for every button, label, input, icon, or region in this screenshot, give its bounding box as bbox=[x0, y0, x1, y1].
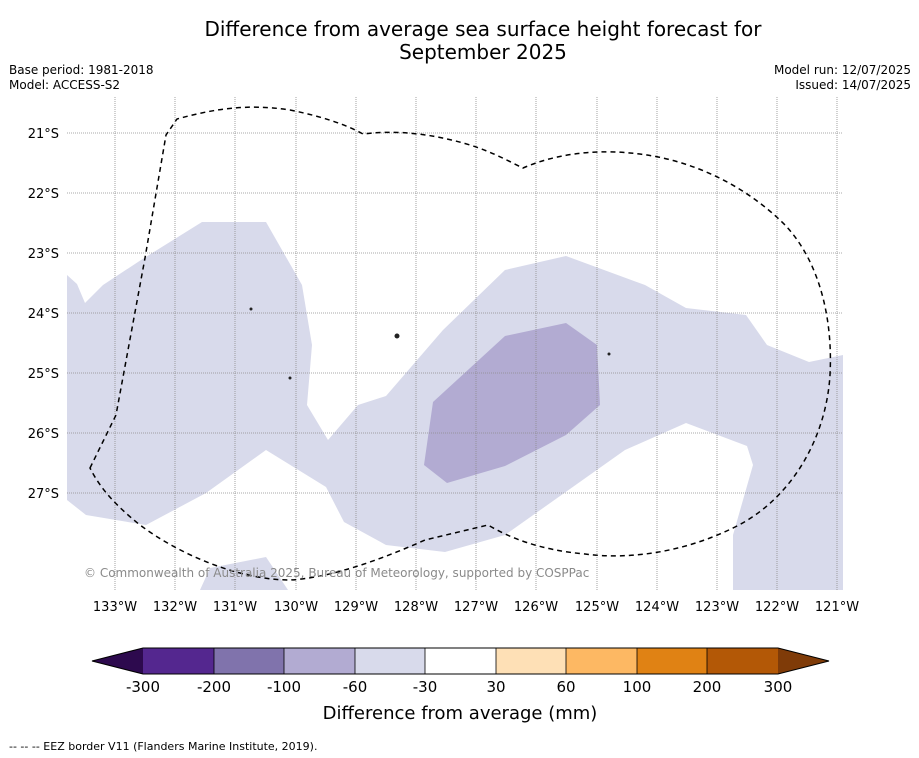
colorbar-outline bbox=[91, 647, 830, 675]
colorbar-extend-min bbox=[92, 648, 143, 674]
lat-label: 25°S bbox=[28, 367, 59, 382]
map-panel bbox=[67, 97, 843, 590]
lon-label: 131°W bbox=[213, 600, 257, 615]
meta-left: Base period: 1981-2018 Model: ACCESS-S2 bbox=[9, 63, 154, 93]
title-line-1: Difference from average sea surface heig… bbox=[204, 17, 762, 41]
colorbar-tick-label: 300 bbox=[764, 678, 793, 696]
lat-labels: 21°S 22°S 23°S 24°S 25°S 26°S 27°S bbox=[28, 127, 59, 502]
lon-labels: 133°W 132°W 131°W 130°W 129°W 128°W 127°… bbox=[93, 600, 859, 615]
model-name: Model: ACCESS-S2 bbox=[9, 78, 121, 92]
colorbar-tick-label: 200 bbox=[693, 678, 722, 696]
meta-right: Model run: 12/07/2025 Issued: 14/07/2025 bbox=[774, 63, 911, 93]
map-title: Difference from average sea surface heig… bbox=[0, 18, 919, 64]
colorbar-tick-label: -60 bbox=[343, 678, 368, 696]
lon-label: 123°W bbox=[695, 600, 739, 615]
colorbar-bin bbox=[284, 648, 355, 674]
colorbar-bin bbox=[637, 648, 707, 674]
colorbar-bin bbox=[566, 648, 637, 674]
colorbar-tick-label: -200 bbox=[197, 678, 231, 696]
lon-label: 130°W bbox=[274, 600, 318, 615]
island-markers bbox=[249, 307, 611, 380]
colorbar-dividers bbox=[213, 648, 708, 674]
title-line-2: September 2025 bbox=[399, 40, 567, 64]
colorbar-bin bbox=[143, 648, 214, 674]
colorbar-tick-label: 100 bbox=[623, 678, 652, 696]
lon-label: 133°W bbox=[93, 600, 137, 615]
colorbar-bin bbox=[707, 648, 778, 674]
lat-label: 22°S bbox=[28, 187, 59, 202]
lat-label: 26°S bbox=[28, 427, 59, 442]
copyright-text: © Commonwealth of Australia 2025, Bureau… bbox=[84, 566, 589, 580]
colorbar-bin bbox=[355, 648, 425, 674]
colorbar-bin bbox=[214, 648, 284, 674]
eez-footnote: -- -- -- EEZ border V11 (Flanders Marine… bbox=[9, 740, 318, 753]
colorbar-title: Difference from average (mm) bbox=[323, 703, 598, 724]
model-run: Model run: 12/07/2025 bbox=[773, 63, 911, 77]
lon-label: 121°W bbox=[815, 600, 859, 615]
lon-gridlines bbox=[114, 97, 838, 590]
colorbar-bin bbox=[425, 648, 496, 674]
lon-label: 124°W bbox=[635, 600, 679, 615]
colorbar-tick-label: -300 bbox=[126, 678, 160, 696]
lon-label: 129°W bbox=[334, 600, 378, 615]
colorbar-extend-max bbox=[778, 648, 829, 674]
colorbar-tick-label: -100 bbox=[267, 678, 301, 696]
lon-label: 132°W bbox=[153, 600, 197, 615]
lat-gridlines bbox=[67, 132, 843, 494]
colorbar-tick-label: -30 bbox=[413, 678, 438, 696]
lon-label: 122°W bbox=[755, 600, 799, 615]
lon-label: 128°W bbox=[394, 600, 438, 615]
colorbar: -300 -200 -100 -60 -30 30 60 100 200 300… bbox=[91, 647, 830, 724]
lat-label: 21°S bbox=[28, 127, 59, 142]
anomaly-region-medium bbox=[424, 323, 600, 483]
colorbar-bin bbox=[496, 648, 566, 674]
lon-label: 125°W bbox=[575, 600, 619, 615]
issued-date: Issued: 14/07/2025 bbox=[795, 78, 911, 92]
lon-label: 126°W bbox=[514, 600, 558, 615]
anomaly-region-light-south bbox=[200, 557, 288, 590]
colorbar-tick-label: 30 bbox=[486, 678, 505, 696]
lon-label: 127°W bbox=[454, 600, 498, 615]
lat-label: 27°S bbox=[28, 487, 59, 502]
lat-label: 23°S bbox=[28, 247, 59, 262]
base-period: Base period: 1981-2018 bbox=[9, 63, 154, 77]
eez-border bbox=[89, 106, 832, 581]
colorbar-tick-label: 60 bbox=[556, 678, 575, 696]
lat-label: 24°S bbox=[28, 307, 59, 322]
